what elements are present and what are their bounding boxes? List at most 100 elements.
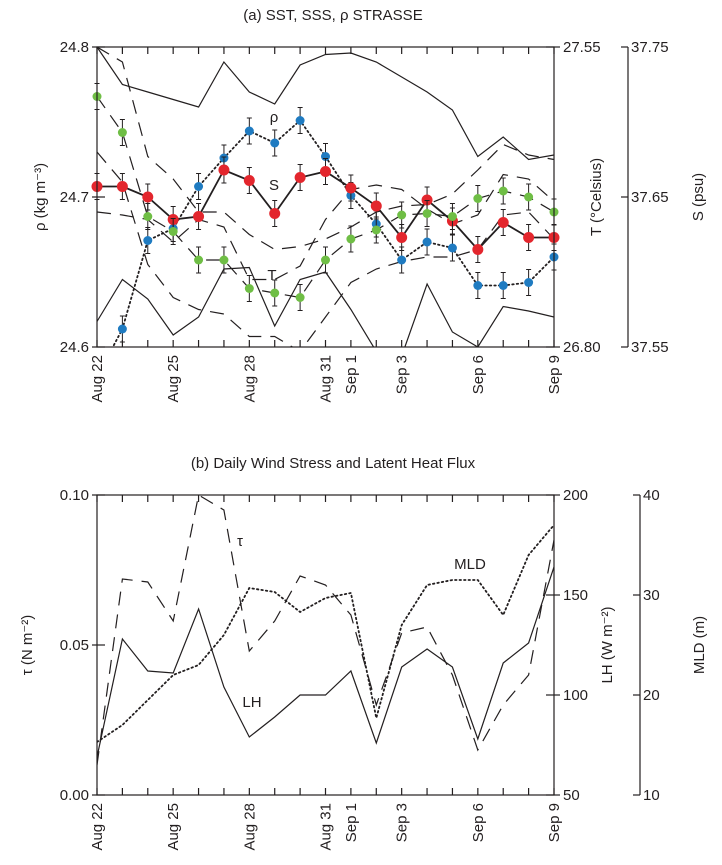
panel-a-series-aux-3-line	[97, 47, 554, 161]
panel-a-point-rho	[397, 255, 407, 265]
panel-b-x-tick-label: Sep 3	[394, 803, 411, 842]
panel-b-left-tick-label: 0.00	[60, 787, 89, 804]
panel-b-left-tick-label: 0.10	[60, 487, 89, 504]
panel-a-x-tick-label: Sep 3	[394, 355, 411, 394]
panel-a-point-t	[244, 284, 254, 293]
panel-a-x-tick-label: Sep 1	[343, 355, 360, 394]
panel-a-point-s	[345, 182, 357, 194]
panel-a-point-s	[472, 244, 484, 255]
annotation-lh: LH	[242, 694, 261, 711]
panel-a-point-rho	[422, 237, 432, 247]
panel-a-point-s	[523, 232, 535, 243]
panel-a-markers	[91, 83, 560, 343]
panel-a-x-tick-label: Aug 22	[89, 355, 106, 403]
panel-b-latent-heat-axis-label: LH (W m⁻²)	[599, 606, 616, 683]
panel-a-point-s	[294, 172, 306, 183]
panel-a-series-lines	[97, 47, 554, 347]
panel-b-left-axis-label: τ (N m⁻²)	[19, 615, 36, 676]
panel-a-point-t	[117, 128, 127, 137]
panel-b-x-ticks: Aug 22 Aug 25 Aug 28 Aug 31 Sep 1 Sep 3 Sep 6 S…	[89, 495, 563, 851]
panel-a-right2-tick-label: 37.55	[631, 339, 669, 356]
panel-a-point-s	[396, 232, 408, 243]
panel-a-point-t	[295, 293, 305, 302]
annotation-mld: MLD	[454, 556, 486, 573]
panel-a-point-t	[447, 212, 457, 221]
panel-b-right1-tick-label: 150	[563, 587, 588, 604]
panel-a-temperature-axis-label: T (°Celsius)	[588, 158, 605, 236]
panel-a-left-axis: 24.6 24.7 24.8	[60, 39, 105, 356]
panel-a-left-tick-label: 24.6	[60, 339, 89, 356]
annotation-s: S	[269, 177, 279, 194]
panel-b-mld-axis: 10 20 30 40	[633, 487, 660, 804]
panel-a-point-t	[346, 234, 356, 244]
panel-a-point-t	[194, 255, 204, 265]
panel-a-point-rho	[194, 182, 204, 191]
panel-b-left-tick-label: 0.05	[60, 637, 89, 654]
panel-b-right2-tick-label: 40	[643, 487, 660, 504]
panel-a-plot-area: Aug 22 Aug 25 Aug 28 Aug 31 Sep 1 Sep 3 Sep 6 S…	[32, 39, 707, 403]
panel-a-left-tick-label: 24.7	[60, 189, 89, 206]
panel-a-x-tick-label: Aug 25	[165, 355, 182, 403]
panel-a-point-rho	[117, 324, 127, 334]
panel-b-right2-tick-label: 10	[643, 787, 660, 804]
panel-a-x-tick-label: Aug 28	[241, 355, 258, 403]
panel-b-right2-tick-label: 20	[643, 687, 660, 704]
panel-b-x-tick-label: Aug 22	[89, 803, 106, 851]
panel-a-point-t	[498, 186, 508, 196]
panel-a-salinity-axis-label: S (psu)	[690, 173, 707, 221]
panel-b-x-tick-label: Aug 28	[241, 803, 258, 851]
panel-a-point-s	[320, 166, 331, 177]
panel-a-point-s	[142, 191, 154, 203]
panel-a-point-rho	[270, 138, 280, 148]
panel-a-point-rho	[143, 236, 153, 245]
annotation-rho: ρ	[270, 109, 279, 126]
panel-b-right1-tick-label: 50	[563, 787, 580, 804]
panel-a-right2-tick-label: 37.75	[631, 39, 669, 56]
panel-a-right1-tick-label: 26.80	[563, 339, 601, 356]
panel-b-plot-area: Aug 22 Aug 25 Aug 28 Aug 31 Sep 1 Sep 3 Sep 6 S…	[19, 487, 708, 851]
panel-a-series-aux-5-line	[97, 47, 554, 251]
panel-b-series-lh-line	[97, 566, 554, 758]
panel-a-frame	[96, 46, 555, 348]
panel-a-x-ticks: Aug 22 Aug 25 Aug 28 Aug 31 Sep 1 Sep 3 Sep 6 S…	[89, 47, 563, 403]
panel-b-left-axis: 0.00 0.05 0.10	[60, 487, 105, 804]
panel-a-x-tick-label: Sep 9	[546, 355, 563, 394]
panel-b-latent-heat-axis: 50 100 150 200	[546, 487, 588, 804]
panel-b-mld-axis-label: MLD (m)	[691, 616, 708, 674]
panel-a-point-s	[116, 181, 128, 192]
panel-b-frame	[96, 494, 555, 796]
panel-a-right1-tick-label: 27.55	[563, 39, 601, 56]
panel-a-point-t	[321, 255, 330, 265]
panel-b-wind-stress-latent-heat: (b) Daily Wind Stress and Latent Heat Fl…	[19, 455, 708, 851]
panel-a-x-tick-label: Sep 6	[470, 355, 487, 394]
panel-b-series-mld-line	[97, 524, 554, 743]
panel-a-left-tick-label: 24.8	[60, 39, 89, 56]
panel-a-point-rho	[473, 281, 483, 290]
panel-b-x-tick-label: Aug 31	[318, 803, 335, 851]
panel-a-point-t	[219, 255, 229, 265]
panel-a-salinity-axis: 37.55 37.65 37.75	[621, 39, 669, 356]
panel-a-point-s	[497, 217, 509, 228]
panel-a-point-rho	[447, 243, 457, 253]
panel-a-point-s	[193, 211, 205, 222]
panel-a-point-rho	[244, 126, 254, 136]
panel-a-point-s	[269, 208, 281, 219]
panel-a-point-t	[270, 288, 280, 298]
panel-b-x-tick-label: Aug 25	[165, 803, 182, 851]
panel-a-point-s	[218, 164, 230, 176]
panel-a-point-t	[422, 209, 432, 218]
panel-b-right1-tick-label: 200	[563, 487, 588, 504]
panel-a-point-t	[524, 192, 534, 202]
panel-b-x-tick-label: Sep 9	[546, 803, 563, 842]
panel-a-point-t	[371, 225, 381, 235]
annotation-t: T	[267, 267, 276, 284]
panel-a-point-t	[168, 227, 178, 236]
panel-a-point-t	[473, 194, 483, 203]
panel-a-left-axis-label: ρ (kg m⁻³)	[32, 163, 49, 231]
panel-b-right2-tick-label: 30	[643, 587, 660, 604]
panel-a-point-s	[370, 200, 382, 212]
panel-b-series-lines	[97, 495, 554, 766]
panel-b-title: (b) Daily Wind Stress and Latent Heat Fl…	[191, 455, 476, 472]
panel-a-right2-tick-label: 37.65	[631, 189, 669, 206]
